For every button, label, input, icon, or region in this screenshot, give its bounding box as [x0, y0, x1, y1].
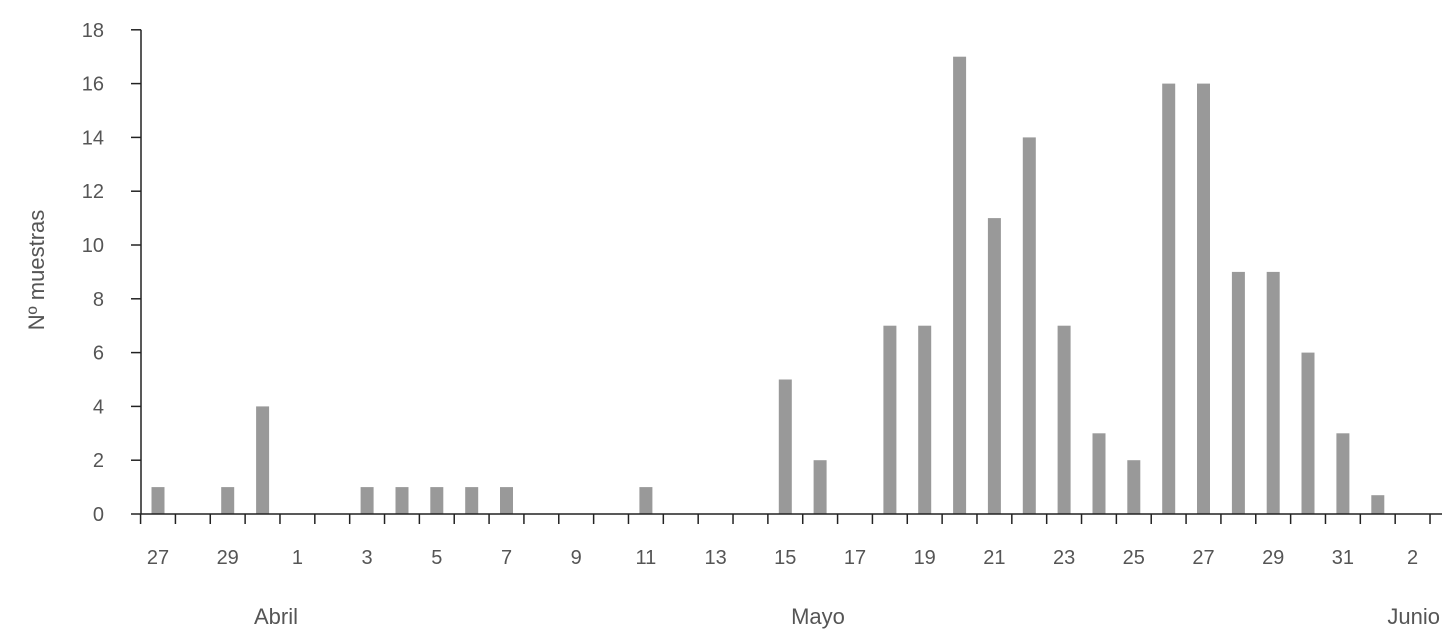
bar-25-may: [1127, 460, 1140, 514]
y-tick-label: 14: [82, 127, 104, 149]
bar-20-may: [953, 57, 966, 514]
bar-group: [152, 57, 1385, 514]
y-tick-label: 10: [82, 235, 104, 257]
x-tick-label: 23: [1053, 547, 1075, 569]
bar-15-may: [779, 380, 792, 515]
y-tick-label: 8: [93, 289, 104, 311]
bar-7-may: [500, 487, 513, 514]
bar-11-may: [639, 487, 652, 514]
bar-4-may: [396, 487, 409, 514]
x-tick-label: 17: [844, 547, 866, 569]
bar-30-abr: [256, 406, 269, 514]
bar-22-may: [1023, 137, 1036, 514]
month-label-junio: Junio: [1387, 604, 1440, 629]
y-tick-label: 2: [93, 450, 104, 472]
bar-27-may: [1197, 84, 1210, 514]
x-tick-label: 27: [1192, 547, 1214, 569]
y-tick-label: 0: [93, 504, 104, 526]
month-label-abril: Abril: [254, 604, 298, 629]
x-tick-label: 29: [217, 547, 239, 569]
bar-28-may: [1232, 272, 1245, 514]
x-tick-label: 15: [774, 547, 796, 569]
bar-29-may: [1267, 272, 1280, 514]
bar-26-may: [1162, 84, 1175, 514]
y-tick-label: 4: [93, 396, 104, 418]
bar-29-abr: [221, 487, 234, 514]
y-axis-ticks: 0 2 4 6 8 10 12 14 16 18: [82, 20, 141, 526]
x-tick-label: 27: [147, 547, 169, 569]
bar-27-abr: [152, 487, 165, 514]
bar-21-may: [988, 218, 1001, 514]
bar-5-may: [430, 487, 443, 514]
y-tick-label: 16: [82, 74, 104, 96]
x-tick-label: 29: [1262, 547, 1284, 569]
y-tick-label: 18: [82, 20, 104, 42]
x-tick-label: 2: [1407, 547, 1418, 569]
bar-3-may: [361, 487, 374, 514]
y-axis-title: Nº muestras: [24, 210, 49, 331]
y-tick-label: 12: [82, 181, 104, 203]
x-tick-label: 19: [914, 547, 936, 569]
x-tick-label: 31: [1332, 547, 1354, 569]
x-tick-label: 5: [431, 547, 442, 569]
bar-16-may: [814, 460, 827, 514]
bar-24-may: [1093, 433, 1106, 514]
bar-31-may: [1336, 433, 1349, 514]
bar-23-may: [1058, 326, 1071, 514]
bar-30-may: [1302, 353, 1315, 514]
x-axis-ticks: 27 29 1 3 5 7 9 11 13 15 17 19 21 23 25 27 29 31 2: [141, 514, 1430, 569]
y-tick-label: 6: [93, 343, 104, 365]
x-tick-label: 11: [636, 547, 657, 569]
x-tick-label: 25: [1123, 547, 1145, 569]
x-tick-label: 1: [292, 547, 303, 569]
x-tick-label: 13: [704, 547, 726, 569]
x-tick-label: 7: [501, 547, 512, 569]
month-label-mayo: Mayo: [791, 604, 845, 629]
x-tick-label: 3: [362, 547, 373, 569]
x-tick-label: 9: [571, 547, 582, 569]
month-labels: Abril Mayo Junio: [254, 604, 1440, 629]
bar-1-jun: [1371, 495, 1384, 514]
bar-6-may: [465, 487, 478, 514]
bar-18-may: [883, 326, 896, 514]
bar-19-may: [918, 326, 931, 514]
x-tick-label: 21: [983, 547, 1005, 569]
